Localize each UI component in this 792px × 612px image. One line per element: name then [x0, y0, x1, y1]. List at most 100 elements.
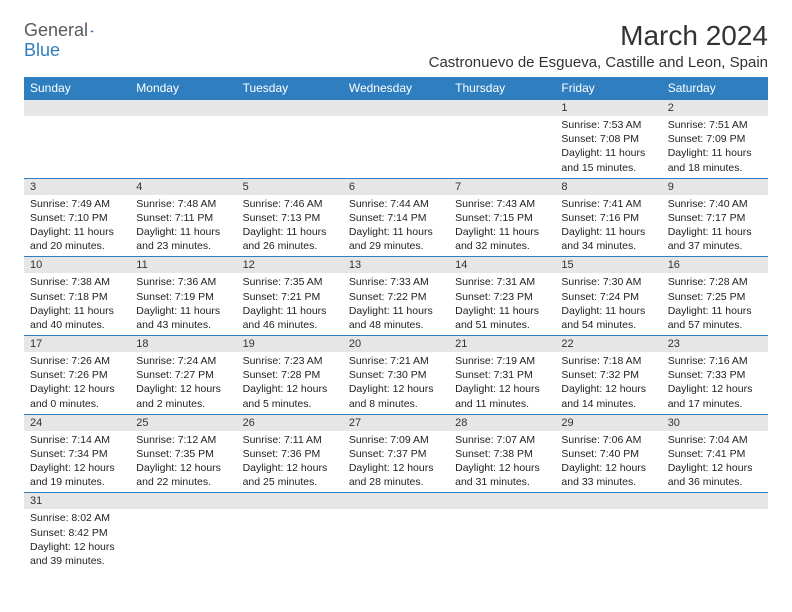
detail-line: Sunset: 7:24 PM	[561, 290, 655, 304]
detail-line: Sunrise: 7:43 AM	[455, 197, 549, 211]
detail-line: Sunrise: 7:24 AM	[136, 354, 230, 368]
day-details-cell	[237, 116, 343, 178]
detail-line: Daylight: 11 hours	[243, 225, 337, 239]
detail-line: Sunset: 7:14 PM	[349, 211, 443, 225]
detail-line: Sunset: 7:27 PM	[136, 368, 230, 382]
day-details-cell	[662, 509, 768, 571]
detail-line: Sunrise: 7:44 AM	[349, 197, 443, 211]
day-number-cell: 20	[343, 336, 449, 353]
detail-line: Sunset: 7:41 PM	[668, 447, 762, 461]
day-details-cell: Sunrise: 7:33 AMSunset: 7:22 PMDaylight:…	[343, 273, 449, 335]
detail-line: Daylight: 11 hours	[561, 304, 655, 318]
day-number-cell: 21	[449, 336, 555, 353]
detail-line: and 26 minutes.	[243, 239, 337, 253]
detail-line: Sunrise: 7:11 AM	[243, 433, 337, 447]
day-number-cell: 15	[555, 257, 661, 274]
day-details-cell	[130, 116, 236, 178]
detail-line: Daylight: 12 hours	[30, 540, 124, 554]
day-details-cell: Sunrise: 7:53 AMSunset: 7:08 PMDaylight:…	[555, 116, 661, 178]
day-details-cell: Sunrise: 7:07 AMSunset: 7:38 PMDaylight:…	[449, 431, 555, 493]
detail-line: Sunset: 7:10 PM	[30, 211, 124, 225]
day-number-cell	[343, 100, 449, 117]
day-details-cell: Sunrise: 7:26 AMSunset: 7:26 PMDaylight:…	[24, 352, 130, 414]
day-details-cell: Sunrise: 7:18 AMSunset: 7:32 PMDaylight:…	[555, 352, 661, 414]
detail-line: Daylight: 11 hours	[30, 304, 124, 318]
detail-line: Sunrise: 7:49 AM	[30, 197, 124, 211]
day-details-cell: Sunrise: 7:36 AMSunset: 7:19 PMDaylight:…	[130, 273, 236, 335]
day-details-cell: Sunrise: 7:46 AMSunset: 7:13 PMDaylight:…	[237, 195, 343, 257]
detail-line: Sunset: 7:09 PM	[668, 132, 762, 146]
title-block: March 2024 Castronuevo de Esgueva, Casti…	[429, 20, 768, 71]
month-title: March 2024	[429, 20, 768, 52]
day-number-cell: 19	[237, 336, 343, 353]
detail-line: Sunset: 7:23 PM	[455, 290, 549, 304]
detail-line: Sunset: 7:38 PM	[455, 447, 549, 461]
daynum-row: 10111213141516	[24, 257, 768, 274]
detail-line: Sunrise: 7:31 AM	[455, 275, 549, 289]
detail-line: and 33 minutes.	[561, 475, 655, 489]
detail-line: and 31 minutes.	[455, 475, 549, 489]
detail-line: and 8 minutes.	[349, 397, 443, 411]
detail-line: Sunrise: 8:02 AM	[30, 511, 124, 525]
detail-line: Sunset: 7:19 PM	[136, 290, 230, 304]
detail-line: Sunrise: 7:07 AM	[455, 433, 549, 447]
detail-line: Daylight: 11 hours	[136, 225, 230, 239]
detail-line: Daylight: 11 hours	[455, 304, 549, 318]
detail-line: and 39 minutes.	[30, 554, 124, 568]
day-details-cell: Sunrise: 7:19 AMSunset: 7:31 PMDaylight:…	[449, 352, 555, 414]
detail-line: Sunset: 7:08 PM	[561, 132, 655, 146]
detail-line: and 15 minutes.	[561, 161, 655, 175]
details-row: Sunrise: 7:14 AMSunset: 7:34 PMDaylight:…	[24, 431, 768, 493]
detail-line: Sunrise: 7:23 AM	[243, 354, 337, 368]
detail-line: Daylight: 12 hours	[455, 461, 549, 475]
details-row: Sunrise: 7:26 AMSunset: 7:26 PMDaylight:…	[24, 352, 768, 414]
day-details-cell: Sunrise: 7:16 AMSunset: 7:33 PMDaylight:…	[662, 352, 768, 414]
detail-line: and 51 minutes.	[455, 318, 549, 332]
day-details-cell: Sunrise: 7:43 AMSunset: 7:15 PMDaylight:…	[449, 195, 555, 257]
day-number-cell: 14	[449, 257, 555, 274]
day-number-cell: 4	[130, 178, 236, 195]
detail-line: Daylight: 11 hours	[349, 304, 443, 318]
detail-line: Daylight: 11 hours	[136, 304, 230, 318]
detail-line: Sunrise: 7:35 AM	[243, 275, 337, 289]
day-details-cell: Sunrise: 7:09 AMSunset: 7:37 PMDaylight:…	[343, 431, 449, 493]
detail-line: Daylight: 12 hours	[30, 382, 124, 396]
detail-line: Sunset: 7:35 PM	[136, 447, 230, 461]
detail-line: Sunrise: 7:04 AM	[668, 433, 762, 447]
detail-line: Daylight: 11 hours	[561, 225, 655, 239]
logo-text-blue: Blue	[24, 40, 60, 61]
detail-line: Sunrise: 7:21 AM	[349, 354, 443, 368]
day-number-cell: 29	[555, 414, 661, 431]
detail-line: Daylight: 11 hours	[561, 146, 655, 160]
detail-line: and 22 minutes.	[136, 475, 230, 489]
detail-line: and 36 minutes.	[668, 475, 762, 489]
calendar-table: Sunday Monday Tuesday Wednesday Thursday…	[24, 77, 768, 571]
detail-line: and 37 minutes.	[668, 239, 762, 253]
detail-line: Daylight: 11 hours	[668, 304, 762, 318]
detail-line: and 40 minutes.	[30, 318, 124, 332]
detail-line: and 46 minutes.	[243, 318, 337, 332]
detail-line: Sunrise: 7:41 AM	[561, 197, 655, 211]
detail-line: Sunrise: 7:18 AM	[561, 354, 655, 368]
detail-line: Sunset: 8:42 PM	[30, 526, 124, 540]
day-number-cell: 2	[662, 100, 768, 117]
day-number-cell	[449, 493, 555, 510]
detail-line: Sunset: 7:17 PM	[668, 211, 762, 225]
detail-line: Sunset: 7:26 PM	[30, 368, 124, 382]
detail-line: Sunrise: 7:16 AM	[668, 354, 762, 368]
day-number-cell: 28	[449, 414, 555, 431]
detail-line: Sunset: 7:40 PM	[561, 447, 655, 461]
daynum-row: 31	[24, 493, 768, 510]
day-details-cell: Sunrise: 7:31 AMSunset: 7:23 PMDaylight:…	[449, 273, 555, 335]
day-number-cell: 1	[555, 100, 661, 117]
day-details-cell: Sunrise: 7:12 AMSunset: 7:35 PMDaylight:…	[130, 431, 236, 493]
day-number-cell: 31	[24, 493, 130, 510]
detail-line: Daylight: 12 hours	[136, 382, 230, 396]
detail-line: Daylight: 12 hours	[349, 382, 443, 396]
day-details-cell	[130, 509, 236, 571]
day-details-cell: Sunrise: 7:51 AMSunset: 7:09 PMDaylight:…	[662, 116, 768, 178]
header: General March 2024 Castronuevo de Esguev…	[24, 20, 768, 71]
detail-line: and 28 minutes.	[349, 475, 443, 489]
weekday-header: Thursday	[449, 77, 555, 100]
detail-line: and 17 minutes.	[668, 397, 762, 411]
